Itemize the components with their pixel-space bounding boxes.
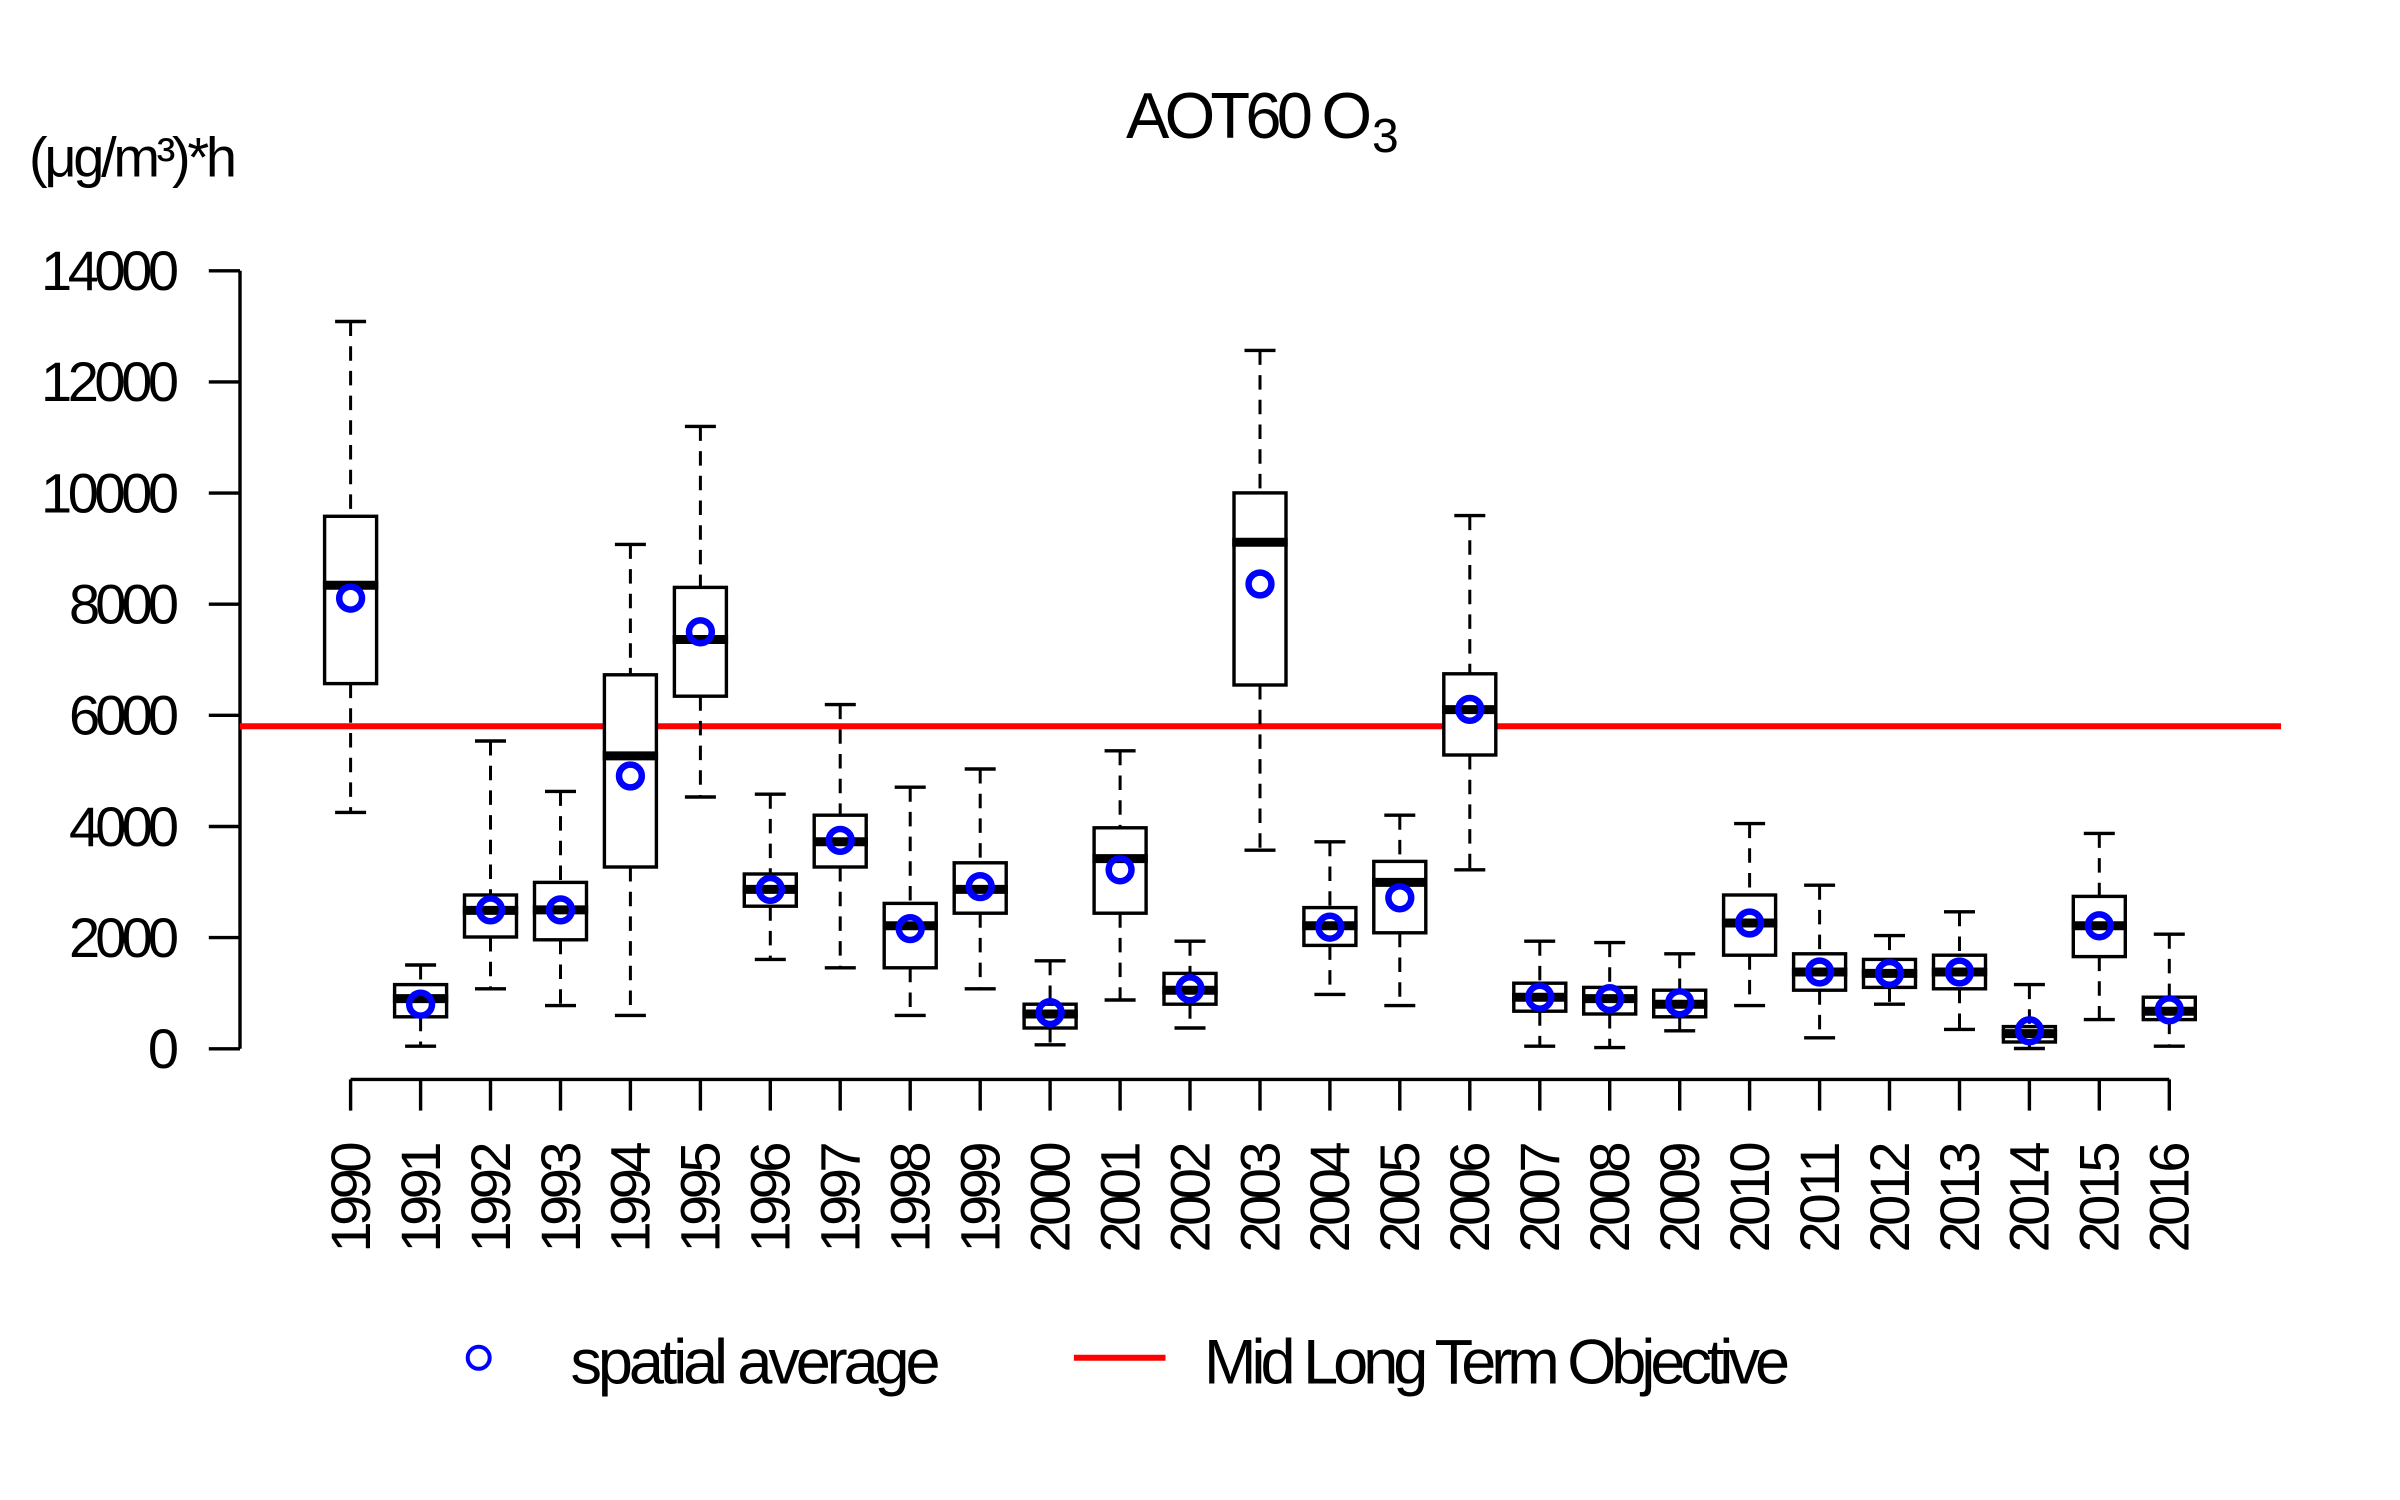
- svg-text:1998: 1998: [879, 1142, 942, 1253]
- svg-text:AOT60 O: AOT60 O: [1126, 79, 1372, 152]
- svg-text:2010: 2010: [1718, 1142, 1781, 1253]
- svg-text:2005: 2005: [1368, 1142, 1431, 1253]
- svg-text:3: 3: [1372, 110, 1399, 163]
- svg-text:8000: 8000: [69, 573, 179, 636]
- svg-text:2011: 2011: [1788, 1142, 1851, 1253]
- svg-text:4000: 4000: [69, 795, 179, 858]
- svg-text:2002: 2002: [1158, 1142, 1221, 1253]
- svg-text:2000: 2000: [1018, 1142, 1081, 1253]
- svg-text:12000: 12000: [41, 350, 179, 413]
- svg-text:1990: 1990: [319, 1142, 382, 1253]
- svg-text:6000: 6000: [69, 684, 179, 747]
- svg-text:1992: 1992: [459, 1142, 522, 1253]
- svg-text:1994: 1994: [599, 1142, 662, 1253]
- svg-text:2016: 2016: [2138, 1142, 2201, 1253]
- svg-text:2000: 2000: [69, 906, 179, 969]
- svg-text:10000: 10000: [41, 461, 179, 524]
- svg-text:2012: 2012: [1858, 1142, 1921, 1253]
- svg-text:2013: 2013: [1928, 1142, 1991, 1253]
- svg-text:2007: 2007: [1508, 1142, 1571, 1253]
- svg-text:2006: 2006: [1438, 1142, 1501, 1253]
- svg-text:spatial average: spatial average: [571, 1328, 941, 1398]
- svg-text:1993: 1993: [529, 1142, 592, 1253]
- svg-text:1995: 1995: [669, 1142, 732, 1253]
- svg-text:1991: 1991: [389, 1142, 452, 1253]
- svg-text:0: 0: [148, 1017, 179, 1080]
- svg-text:2015: 2015: [2068, 1142, 2131, 1253]
- svg-text:2003: 2003: [1228, 1142, 1291, 1253]
- svg-text:2014: 2014: [1998, 1142, 2061, 1253]
- svg-text:2008: 2008: [1578, 1142, 1641, 1253]
- svg-text:2001: 2001: [1088, 1142, 1151, 1253]
- svg-text:Mid Long Term Objective: Mid Long Term Objective: [1204, 1328, 1790, 1398]
- svg-text:14000: 14000: [41, 239, 179, 302]
- svg-text:(μg/m³)*h: (μg/m³)*h: [29, 126, 237, 189]
- svg-text:1997: 1997: [809, 1142, 872, 1253]
- svg-text:1999: 1999: [949, 1142, 1012, 1253]
- svg-text:2004: 2004: [1298, 1142, 1361, 1253]
- svg-text:1996: 1996: [739, 1142, 802, 1253]
- svg-text:2009: 2009: [1648, 1142, 1711, 1253]
